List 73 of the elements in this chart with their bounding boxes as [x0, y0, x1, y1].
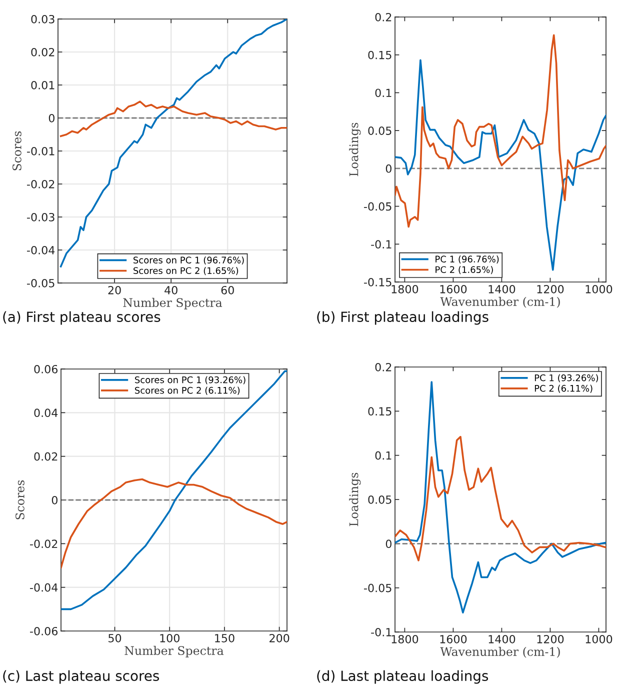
y-tick-label: 0.1 — [375, 88, 392, 98]
legend-label: PC 2 (6.11%) — [534, 384, 592, 393]
y-tick-label: 0 — [52, 496, 58, 504]
x-tick-label: 150 — [215, 634, 234, 642]
y-tick-label: 0.05 — [368, 126, 392, 135]
y-tick-label: -0.02 — [30, 540, 58, 548]
legend-label: Scores on PC 2 (6.11%) — [135, 386, 240, 395]
y-tick-label: 0.1 — [375, 451, 392, 460]
y-tick-label: -0.05 — [27, 278, 54, 288]
y-tick-label: 0 — [386, 540, 392, 548]
y-tick-label: -0.01 — [27, 146, 54, 156]
text: (c) Last plateau scores — [3, 670, 160, 684]
y-tick-label: 0.02 — [34, 452, 58, 461]
y-tick-label: 0.03 — [31, 14, 54, 24]
y-tick-label: 0.15 — [368, 50, 392, 60]
y-tick-label: -0.04 — [30, 583, 58, 592]
x-tick-label: 20 — [108, 286, 121, 294]
x-tick-label: 1000 — [586, 284, 612, 294]
x-tick-label: 200 — [270, 634, 290, 642]
x-axis-title: Wavenumber (cm-1) — [440, 296, 560, 308]
y-tick-label: -0.02 — [27, 180, 54, 188]
y-tick-label: 0.04 — [34, 408, 58, 418]
x-tick-label: 50 — [108, 634, 122, 642]
y-tick-label: 0.06 — [34, 364, 58, 374]
legend-label: Scores on PC 1 (93.26%) — [135, 376, 246, 384]
x-tick-label: 1000 — [586, 634, 612, 644]
y-axis-title: Loadings — [349, 472, 361, 526]
y-tick-label: -0.04 — [27, 246, 55, 254]
y-tick-label: 0.2 — [375, 362, 392, 372]
line-series — [395, 436, 606, 562]
legend-label: PC 1 (96.76%) — [436, 256, 499, 264]
y-tick-label: 0.05 — [368, 495, 392, 504]
x-tick-label: 60 — [221, 286, 234, 294]
y-tick-label: 0.2 — [375, 12, 392, 22]
y-axis-title: Scores — [15, 480, 24, 520]
legend-label: Scores on PC 1 (96.76%) — [134, 256, 244, 265]
y-tick-label: -0.05 — [364, 202, 392, 211]
y-tick-label: -0.05 — [364, 584, 392, 592]
x-axis-title: Number Spectra — [124, 646, 224, 658]
text: (b) First plateau loadings — [317, 311, 488, 325]
y-tick-label: 0.01 — [31, 80, 54, 90]
legend-label: Scores on PC 2 (1.65%) — [134, 267, 238, 276]
x-tick-label: 1400 — [488, 284, 516, 294]
x-tick-label: 1800 — [392, 284, 418, 294]
x-tick-label: 1200 — [537, 634, 564, 644]
y-tick-label: 0 — [48, 114, 54, 122]
y-axis-title: Loadings — [349, 122, 361, 176]
x-tick-label: 1600 — [440, 634, 467, 644]
y-tick-label: -0.15 — [364, 278, 392, 286]
y-tick-label: -0.03 — [27, 212, 54, 222]
text: (d) Last plateau loadings — [317, 670, 488, 684]
line-series — [395, 34, 606, 228]
line-series — [61, 478, 287, 569]
y-tick-label: -0.06 — [30, 626, 58, 636]
y-tick-label: -0.1 — [371, 240, 392, 249]
text: (a) First plateau scores — [3, 311, 160, 325]
y-axis-title: Scores — [12, 131, 22, 170]
y-tick-label: 0.02 — [31, 48, 54, 56]
x-axis-title: Number Spectra — [123, 298, 222, 310]
line-series — [60, 100, 287, 138]
y-tick-label: 0 — [386, 164, 392, 173]
x-tick-label: 100 — [160, 634, 180, 642]
x-axis-title: Wavenumber (cm-1) — [440, 646, 560, 658]
line-series — [395, 381, 606, 614]
y-tick-label: -0.1 — [371, 628, 392, 636]
legend-label: PC 2 (1.65%) — [436, 266, 493, 274]
x-tick-label: 1600 — [440, 284, 467, 294]
legend-label: PC 1 (93.26%) — [534, 374, 598, 382]
y-tick-label: 0.15 — [368, 407, 392, 416]
x-tick-label: 40 — [164, 286, 178, 294]
x-tick-label: 1400 — [488, 634, 516, 644]
x-tick-label: 1200 — [537, 284, 564, 294]
x-tick-label: 1800 — [392, 634, 418, 644]
